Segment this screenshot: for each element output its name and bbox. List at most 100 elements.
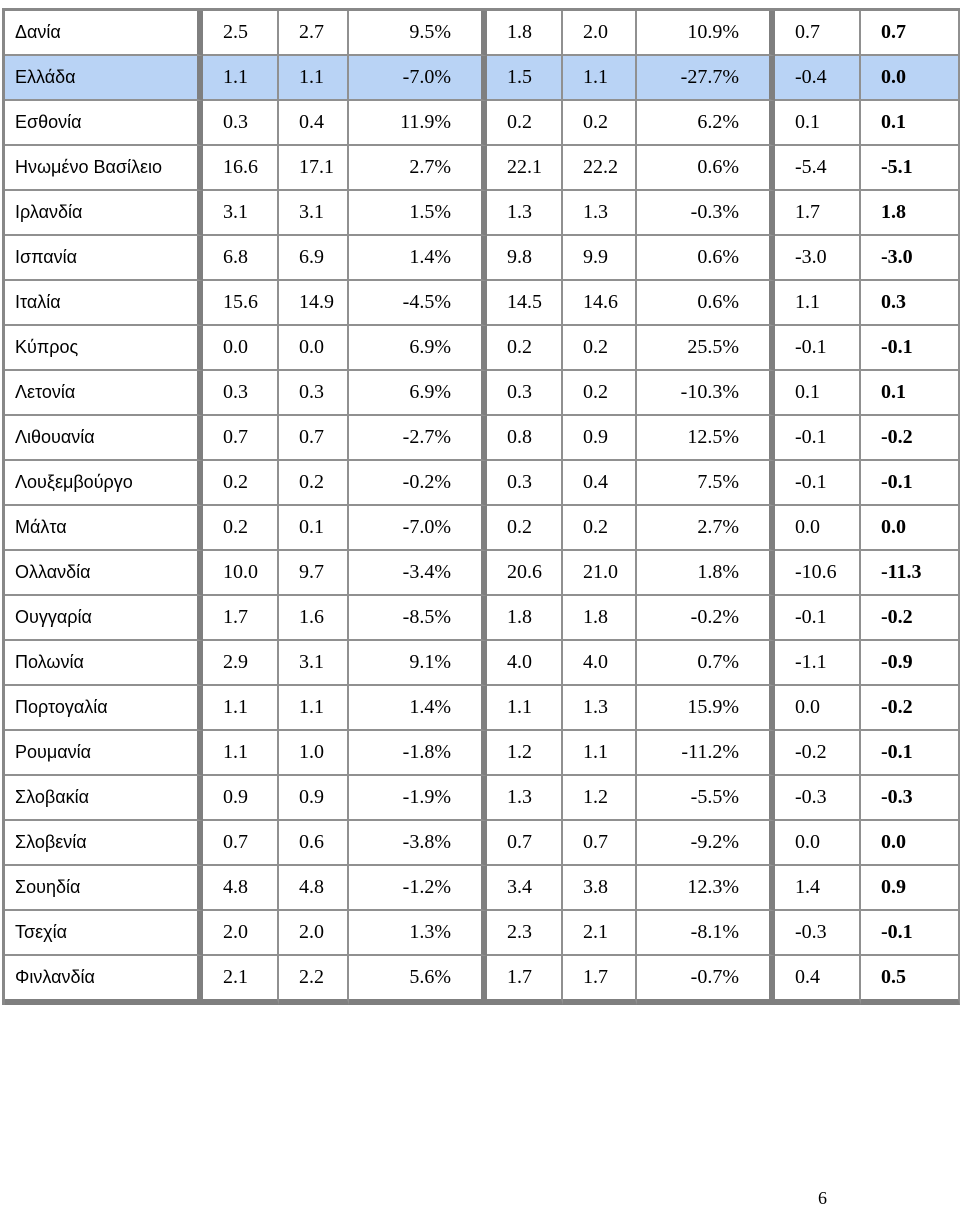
value-cell: 6.9 [279,236,349,281]
value-cell: 4.8 [279,866,349,911]
value-cell: 25.5% [637,326,775,371]
value-cell: 0.3 [203,371,279,416]
table-row: Ιταλία 15.6 14.9 -4.5% 14.5 14.6 0.6% 1.1 0.3 [5,281,960,326]
table-row: Φινλανδία 2.1 2.2 5.6% 1.7 1.7 -0.7% 0.4 0.5 [5,956,960,1005]
value-cell: 1.1 [487,686,563,731]
value-cell: 0.6% [637,146,775,191]
value-cell: 0.4 [563,461,637,506]
value-cell: 20.6 [487,551,563,596]
table-row: Σλοβενία 0.7 0.6 -3.8% 0.7 0.7 -9.2% 0.0 0.0 [5,821,960,866]
value-cell: 0.8 [487,416,563,461]
value-cell: 1.3 [487,191,563,236]
value-cell: -4.5% [349,281,487,326]
value-cell: 0.1 [861,371,960,416]
country-cell: Πορτογαλία [5,686,203,731]
country-cell: Ουγγαρία [5,596,203,641]
value-cell: 0.6% [637,236,775,281]
value-cell: 0.0 [279,326,349,371]
value-cell: -8.5% [349,596,487,641]
country-cell: Σουηδία [5,866,203,911]
value-cell: 0.7% [637,641,775,686]
value-cell: 1.1 [563,56,637,101]
value-cell: -10.6 [775,551,861,596]
value-cell: 1.3 [563,191,637,236]
value-cell: 0.3 [487,371,563,416]
value-cell: 1.1 [563,731,637,776]
value-cell: 2.0 [563,11,637,56]
value-cell: 1.1 [203,731,279,776]
value-cell: 0.6 [279,821,349,866]
value-cell: -0.2 [775,731,861,776]
value-cell: 6.9% [349,326,487,371]
value-cell: 0.0 [775,821,861,866]
value-cell: -0.3% [637,191,775,236]
country-cell: Ιρλανδία [5,191,203,236]
value-cell: -0.9 [861,641,960,686]
value-cell: 0.2 [563,371,637,416]
value-cell: 2.1 [203,956,279,1005]
value-cell: 1.1 [775,281,861,326]
value-cell: -7.0% [349,506,487,551]
value-cell: 0.2 [203,506,279,551]
value-cell: 2.0 [203,911,279,956]
value-cell: 3.8 [563,866,637,911]
value-cell: 1.2 [563,776,637,821]
table-row: Ρουμανία 1.1 1.0 -1.8% 1.2 1.1 -11.2% -0.2 -0.1 [5,731,960,776]
value-cell: 1.3 [563,686,637,731]
value-cell: 1.3% [349,911,487,956]
value-cell: 1.0 [279,731,349,776]
value-cell: 0.2 [487,506,563,551]
value-cell: 0.6% [637,281,775,326]
value-cell: 12.3% [637,866,775,911]
table-row: Λετονία 0.3 0.3 6.9% 0.3 0.2 -10.3% 0.1 0.1 [5,371,960,416]
value-cell: -1.9% [349,776,487,821]
value-cell: 1.1 [279,56,349,101]
table-row: Σλοβακία 0.9 0.9 -1.9% 1.3 1.2 -5.5% -0.3 -0.3 [5,776,960,821]
value-cell: -0.1 [861,911,960,956]
data-table-container: Δανία 2.5 2.7 9.5% 1.8 2.0 10.9% 0.7 0.7 Ελλάδα 1.… [2,8,960,1025]
value-cell: 0.3 [861,281,960,326]
table-row: Κύπρος 0.0 0.0 6.9% 0.2 0.2 25.5% -0.1 -0.1 [5,326,960,371]
table-row: Ολλανδία 10.0 9.7 -3.4% 20.6 21.0 1.8% -10.6 -11… [5,551,960,596]
page-number: 6 [818,1188,827,1208]
value-cell: 1.7 [563,956,637,1005]
value-cell: -0.2% [349,461,487,506]
value-cell: -1.2% [349,866,487,911]
value-cell: 1.8% [637,551,775,596]
value-cell: 10.0 [203,551,279,596]
value-cell: 2.5 [203,11,279,56]
country-cell: Κύπρος [5,326,203,371]
value-cell: 9.8 [487,236,563,281]
country-cell: Ρουμανία [5,731,203,776]
value-cell: -8.1% [637,911,775,956]
value-cell: 11.9% [349,101,487,146]
value-cell: -11.3 [861,551,960,596]
country-cell: Σλοβακία [5,776,203,821]
table-row: Εσθονία 0.3 0.4 11.9% 0.2 0.2 6.2% 0.1 0.1 [5,101,960,146]
value-cell: 0.7 [487,821,563,866]
table-body: Δανία 2.5 2.7 9.5% 1.8 2.0 10.9% 0.7 0.7 Ελλάδα 1.… [5,11,960,1005]
value-cell: -0.3 [861,776,960,821]
value-cell: -0.1 [775,461,861,506]
country-cell: Εσθονία [5,101,203,146]
country-cell: Λουξεμβούργο [5,461,203,506]
value-cell: 1.8 [861,191,960,236]
table-row: Πολωνία 2.9 3.1 9.1% 4.0 4.0 0.7% -1.1 -0.9 [5,641,960,686]
value-cell: 0.1 [279,506,349,551]
value-cell: 10.9% [637,11,775,56]
value-cell: -0.3 [775,911,861,956]
value-cell: 0.0 [861,56,960,101]
value-cell: 0.3 [203,101,279,146]
value-cell: 0.0 [861,506,960,551]
value-cell: 0.2 [563,101,637,146]
value-cell: 14.5 [487,281,563,326]
value-cell: 1.7 [487,956,563,1005]
value-cell: 0.7 [861,11,960,56]
value-cell: 0.5 [861,956,960,1005]
value-cell: 3.1 [279,191,349,236]
table-row: Σουηδία 4.8 4.8 -1.2% 3.4 3.8 12.3% 1.4 0.9 [5,866,960,911]
value-cell: 4.0 [487,641,563,686]
table-row: Ισπανία 6.8 6.9 1.4% 9.8 9.9 0.6% -3.0 -3.0 [5,236,960,281]
country-cell: Λιθουανία [5,416,203,461]
value-cell: 14.6 [563,281,637,326]
